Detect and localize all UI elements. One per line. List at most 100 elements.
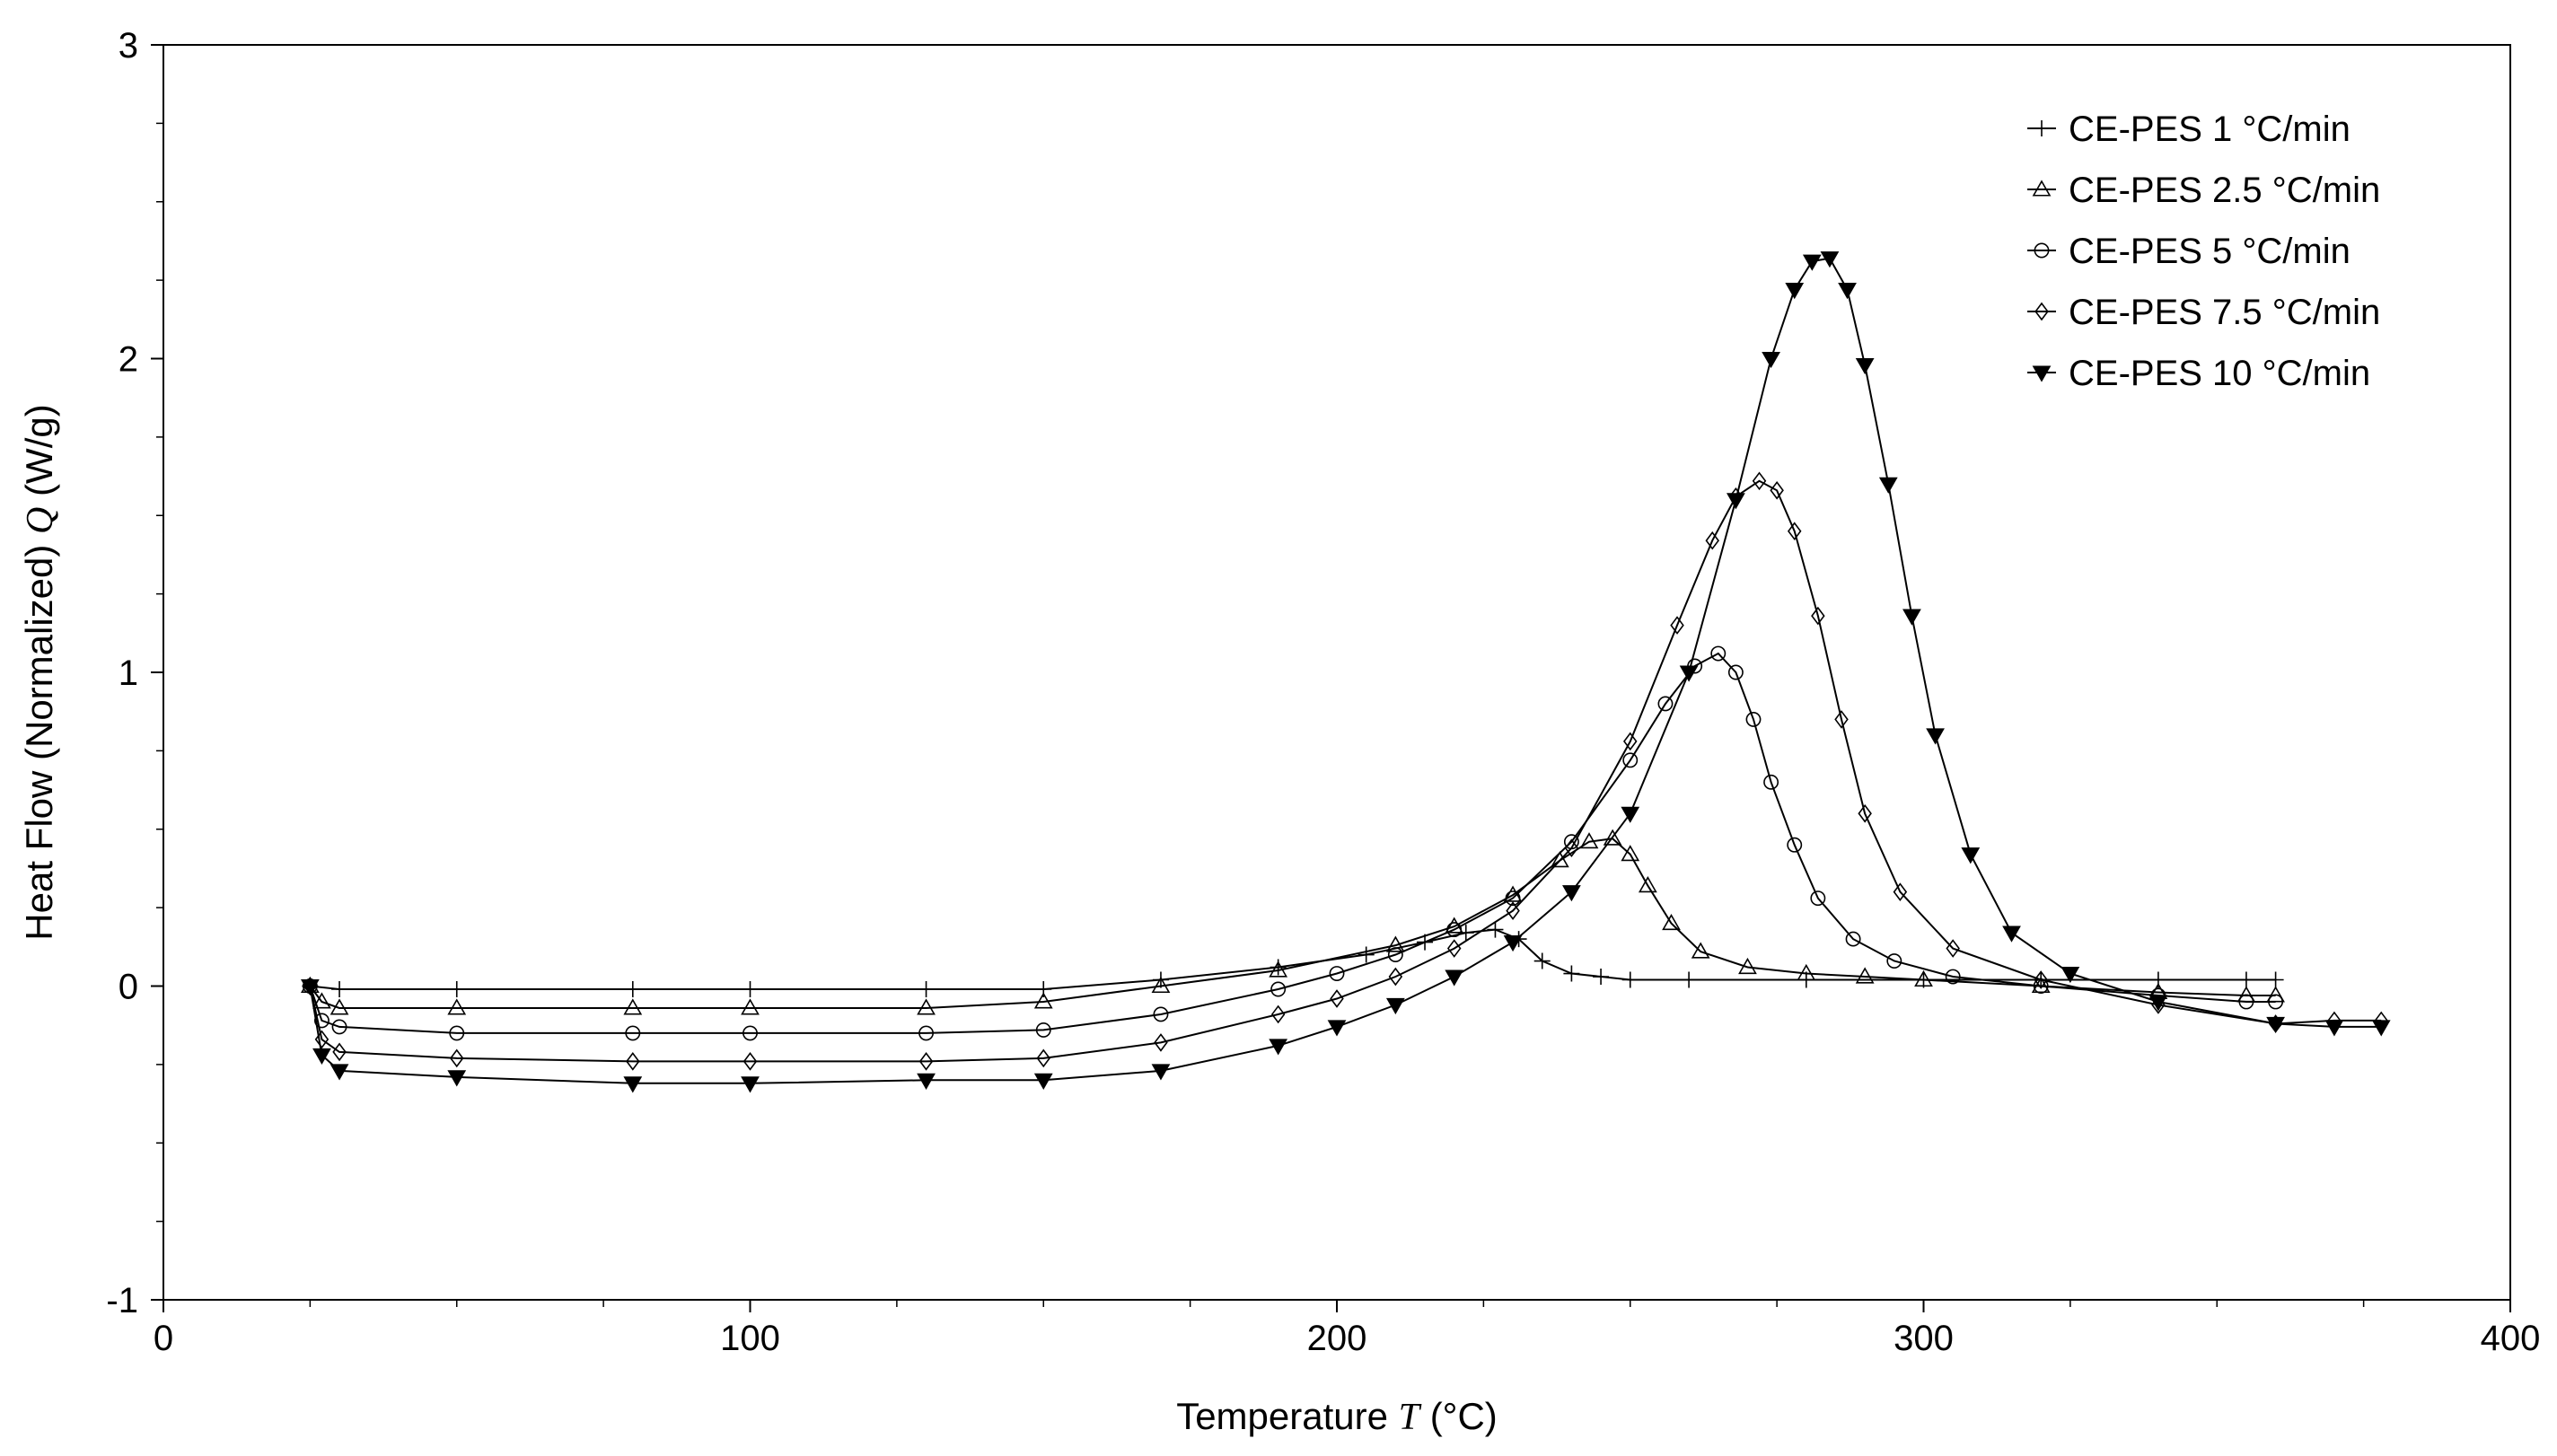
- data-point: [1762, 351, 1780, 369]
- data-point: [1622, 752, 1639, 768]
- data-point: [1727, 493, 1745, 510]
- data-point: [625, 1025, 641, 1041]
- data-point: [1926, 728, 1945, 745]
- data-point: [1878, 477, 1898, 494]
- data-point: [1270, 981, 1287, 997]
- data-point: [1503, 935, 1523, 952]
- data-point: [447, 998, 467, 1015]
- x-axis-label-unit: (°C): [1430, 1395, 1498, 1437]
- series-layer: [300, 251, 2391, 1093]
- data-point: [2237, 971, 2254, 988]
- data-point: [1621, 806, 1640, 823]
- data-point: [1603, 829, 1622, 846]
- data-point: [1691, 942, 1710, 959]
- data-point: [1770, 480, 1784, 500]
- data-point: [1388, 967, 1403, 987]
- data-point: [1855, 967, 1875, 984]
- data-point: [1446, 939, 1462, 958]
- data-point: [1961, 847, 1981, 864]
- data-point: [1385, 997, 1405, 1015]
- data-point: [312, 992, 331, 1009]
- data-point: [1269, 960, 1288, 978]
- data-point: [2266, 1016, 2285, 1034]
- data-point: [1035, 1022, 1051, 1038]
- y-tick-label: 3: [119, 26, 138, 66]
- data-point: [1845, 931, 1861, 947]
- data-point: [742, 980, 759, 997]
- data-point: [1710, 645, 1727, 662]
- data-point: [918, 980, 935, 997]
- data-point: [1945, 969, 1961, 985]
- data-point: [1820, 251, 1840, 268]
- legend-entry: CE-PES 1 °C/min: [2027, 110, 2351, 149]
- data-point: [1738, 957, 1757, 975]
- legend-label: CE-PES 10 °C/min: [2069, 354, 2370, 393]
- data-point: [313, 1013, 330, 1029]
- data-point: [1763, 774, 1779, 790]
- data-point: [1358, 946, 1375, 963]
- series-line: [309, 257, 2382, 1084]
- data-point: [1914, 969, 1933, 987]
- data-point: [1154, 1033, 1168, 1052]
- y-axis-label-unit: (W/g): [18, 404, 60, 496]
- data-point: [331, 1019, 347, 1035]
- data-point: [1797, 963, 1816, 981]
- data-point: [1657, 696, 1674, 712]
- data-point: [1886, 953, 1902, 969]
- data-point: [918, 1025, 935, 1041]
- data-point: [1151, 1064, 1171, 1081]
- data-point: [742, 1052, 758, 1071]
- data-point: [1487, 921, 1504, 938]
- data-point: [449, 1025, 465, 1041]
- x-axis-label: Temperature T (°C): [1176, 1395, 1498, 1438]
- data-point: [1902, 609, 1921, 626]
- data-point: [1151, 976, 1171, 994]
- x-tick-label: 0: [154, 1319, 173, 1358]
- data-point: [1802, 254, 1822, 271]
- y-tick-label: -1: [106, 1281, 138, 1320]
- data-point: [2034, 970, 2048, 989]
- x-tick-label: 100: [720, 1319, 780, 1358]
- legend-entry: CE-PES 10 °C/min: [2027, 354, 2370, 393]
- data-point: [1563, 965, 1580, 982]
- data-point: [2268, 994, 2284, 1010]
- x-tick-label: 200: [1307, 1319, 1367, 1358]
- data-point: [331, 980, 348, 997]
- data-point: [918, 1052, 934, 1071]
- data-point: [742, 1025, 758, 1041]
- data-point: [1446, 922, 1463, 938]
- data-point: [1445, 969, 1464, 987]
- data-point: [1330, 989, 1344, 1008]
- data-point: [2267, 971, 2284, 988]
- data-point: [1838, 283, 1857, 300]
- data-point: [1579, 832, 1599, 849]
- data-point: [1638, 876, 1657, 893]
- data-point: [1562, 885, 1581, 902]
- data-point: [1445, 917, 1464, 934]
- y-axis-label: Heat Flow (Normalized) Q (W/g): [18, 404, 61, 940]
- data-point: [1787, 837, 1803, 853]
- data-point: [1329, 966, 1345, 981]
- data-point: [917, 998, 936, 1015]
- legend-marker: [2034, 242, 2050, 259]
- data-point: [1153, 1006, 1169, 1022]
- data-point: [2238, 994, 2254, 1010]
- legend: CE-PES 1 °C/min CE-PES 2.5 °C/min CE-PES 5…: [2027, 110, 2380, 393]
- data-point: [1662, 913, 1681, 931]
- data-point: [1505, 890, 1521, 907]
- data-point: [450, 1048, 464, 1068]
- data-point: [1810, 890, 1826, 907]
- data-point: [300, 978, 320, 996]
- data-point: [741, 998, 760, 1015]
- data-point: [626, 1052, 640, 1071]
- data-point: [330, 1064, 349, 1081]
- legend-label: CE-PES 5 °C/min: [2069, 232, 2351, 271]
- data-point: [1533, 952, 1551, 969]
- data-point: [330, 998, 349, 1015]
- y-axis-label-prefix: Heat Flow (Normalized): [18, 545, 60, 941]
- data-point: [1858, 803, 1872, 823]
- data-point: [1811, 606, 1825, 626]
- data-point: [1893, 882, 1908, 901]
